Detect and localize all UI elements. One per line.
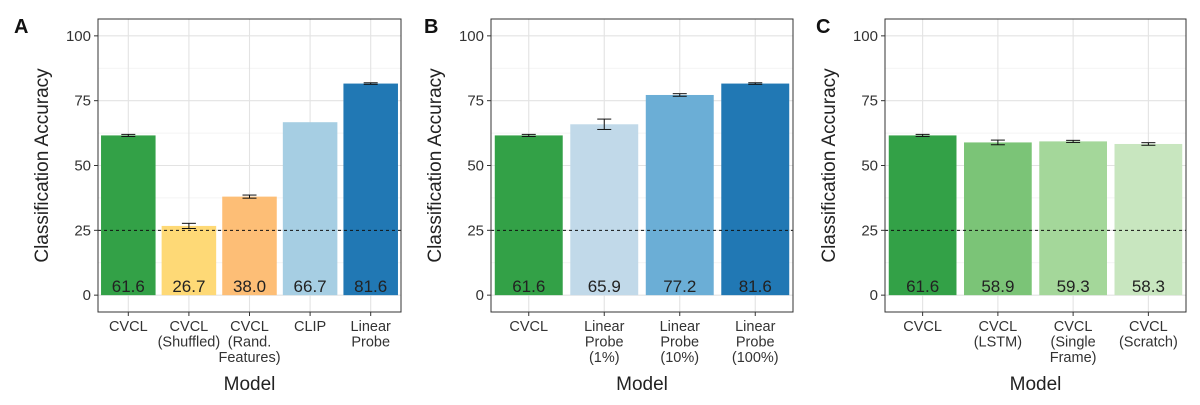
bar	[1114, 143, 1183, 296]
y-tick-label: 100	[459, 28, 484, 45]
x-tick-label: CVCL (LSTM)	[974, 319, 1022, 351]
bar	[161, 225, 217, 296]
data-label: 59.3	[1057, 277, 1090, 296]
error-bar	[181, 222, 196, 230]
bar	[494, 135, 563, 296]
data-label: 38.0	[233, 277, 266, 296]
error-bar	[748, 82, 763, 85]
data-label: 66.7	[294, 277, 327, 296]
bar	[222, 196, 277, 296]
data-label: 65.9	[588, 277, 621, 296]
panel-letter: B	[424, 16, 438, 38]
error-bar	[121, 133, 136, 137]
x-tick-label: CVCL	[903, 319, 942, 335]
y-tick-label: 100	[66, 28, 91, 45]
error-bar	[1066, 139, 1081, 143]
x-tick-label: Linear Probe (1%)	[584, 319, 624, 366]
data-label: 58.3	[1132, 277, 1165, 296]
bar	[645, 94, 714, 296]
y-tick-label: 75	[861, 93, 878, 110]
x-tick-label: Linear Probe (100%)	[732, 319, 779, 366]
error-bar	[597, 118, 612, 130]
panel-a: 0 25 50 75 100 61.6 26.7 38.0 66.7 81.6 CVCL CVCL (S…	[14, 16, 402, 395]
bar	[282, 122, 338, 296]
y-tick-label: 0	[83, 287, 91, 304]
y-axis-title: Classification Accuracy	[32, 68, 53, 263]
x-tick-label: Linear Probe	[351, 319, 391, 351]
data-label: 61.6	[906, 277, 939, 296]
y-tick-label: 25	[861, 222, 878, 239]
panel-letter: C	[816, 16, 830, 38]
error-bar	[363, 82, 378, 85]
error-bar	[1141, 142, 1156, 146]
data-label: 77.2	[663, 277, 696, 296]
y-tick-label: 50	[467, 158, 484, 175]
bar	[343, 83, 398, 296]
x-tick-label: CLIP	[294, 319, 326, 335]
y-tick-label: 50	[74, 158, 91, 175]
error-bar	[672, 93, 687, 97]
bar	[570, 124, 639, 296]
data-label: 61.6	[512, 277, 545, 296]
error-bar	[242, 194, 257, 199]
panel-border	[490, 18, 794, 313]
y-tick-label: 0	[476, 287, 484, 304]
x-tick-label: CVCL (Rand. Features)	[218, 319, 280, 366]
bar	[888, 135, 957, 296]
x-tick-label: Linear Probe (10%)	[660, 319, 700, 366]
x-tick-label: CVCL (Single Frame)	[1050, 319, 1097, 366]
x-tick-label: CVCL	[509, 319, 548, 335]
error-bar	[990, 139, 1005, 146]
x-tick-label: CVCL (Shuffled)	[158, 319, 221, 351]
bar	[964, 142, 1032, 296]
x-axis-title: Model	[1010, 374, 1062, 395]
data-label: 81.6	[354, 277, 387, 296]
bar	[721, 83, 790, 296]
bar	[101, 135, 156, 296]
data-label: 58.9	[981, 277, 1014, 296]
data-label: 26.7	[172, 277, 205, 296]
panel-letter: A	[14, 16, 28, 38]
data-label: 81.6	[739, 277, 772, 296]
x-axis-title: Model	[224, 374, 276, 395]
data-label: 61.6	[112, 277, 145, 296]
panel-b: 0 25 50 75 100 61.6 65.9 77.2 81.6 CVCL Linear Prob…	[424, 16, 794, 395]
x-tick-label: CVCL (Scratch)	[1119, 319, 1178, 351]
y-tick-label: 0	[870, 287, 878, 304]
error-bar	[915, 133, 930, 137]
error-bar	[521, 133, 536, 137]
y-tick-label: 50	[861, 158, 878, 175]
bar	[1039, 141, 1107, 296]
y-tick-label: 25	[74, 222, 91, 239]
y-tick-label: 75	[467, 93, 484, 110]
y-tick-label: 25	[467, 222, 484, 239]
y-tick-label: 100	[853, 28, 878, 45]
y-tick-label: 75	[74, 93, 91, 110]
y-axis-title: Classification Accuracy	[425, 68, 446, 263]
x-axis-title: Model	[616, 374, 668, 395]
panel-border	[884, 18, 1187, 313]
panel-c: 0 25 50 75 100 61.6 58.9 59.3 58.3 CVCL CVCL (LSTM)…	[816, 16, 1187, 395]
y-axis-title: Classification Accuracy	[819, 68, 840, 263]
x-tick-label: CVCL	[109, 319, 148, 335]
